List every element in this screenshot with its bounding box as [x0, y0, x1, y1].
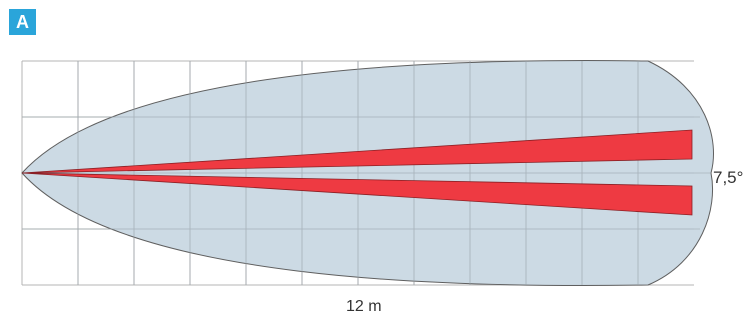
distance-label: 12 m	[346, 298, 382, 315]
grid-overlay	[22, 61, 710, 285]
panel-badge: A	[9, 9, 36, 35]
angle-label: 7,5°	[713, 168, 744, 187]
lower-beam	[21, 172, 693, 216]
upper-beam	[21, 129, 693, 174]
